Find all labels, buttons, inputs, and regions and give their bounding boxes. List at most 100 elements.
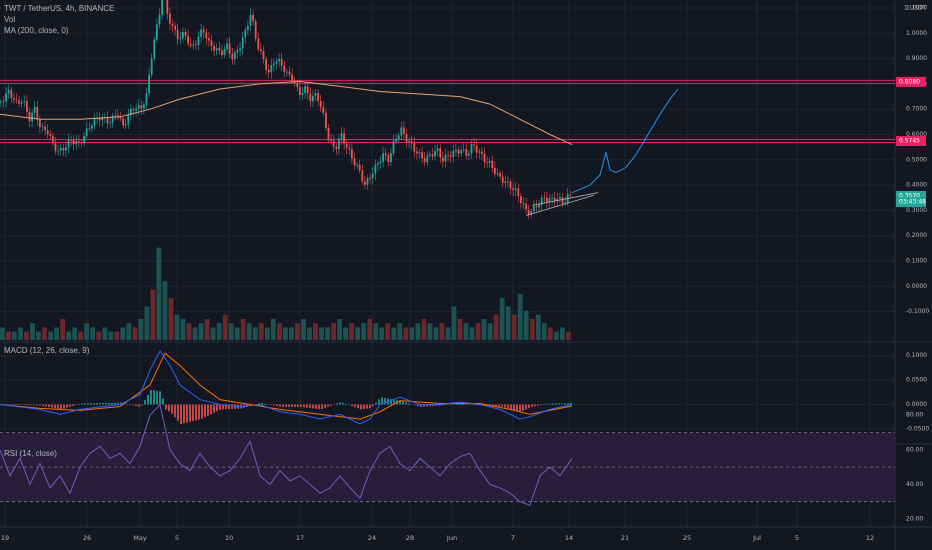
candle-body bbox=[28, 111, 31, 122]
candle-body bbox=[158, 14, 161, 25]
candle-body bbox=[452, 151, 455, 157]
macd-histogram-bar bbox=[171, 404, 173, 414]
macd-histogram-bar bbox=[540, 404, 542, 406]
macd-histogram-bar bbox=[468, 404, 470, 405]
volume-bar bbox=[210, 327, 216, 340]
macd-histogram-bar bbox=[438, 404, 440, 406]
price-tag-countdown: 03:43:48 bbox=[899, 199, 926, 206]
candle-body bbox=[46, 130, 49, 134]
volume-bar bbox=[78, 331, 84, 340]
macd-histogram-bar bbox=[477, 404, 479, 406]
candle-body bbox=[449, 155, 452, 157]
candle-body bbox=[288, 71, 291, 75]
candle-body bbox=[213, 46, 215, 51]
macd-histogram-bar bbox=[150, 389, 152, 405]
price-tick-label: 0.9000 bbox=[906, 55, 927, 62]
candle-body bbox=[434, 150, 436, 157]
macd-histogram-bar bbox=[165, 404, 167, 410]
candle-body bbox=[405, 133, 408, 142]
candle-body bbox=[483, 153, 486, 162]
volume-bar bbox=[60, 319, 65, 340]
candle-body bbox=[171, 23, 174, 26]
candle-body bbox=[39, 119, 41, 128]
macd-histogram-bar bbox=[318, 404, 320, 410]
candle-body bbox=[145, 93, 148, 105]
candle-body bbox=[551, 197, 553, 199]
candle-body bbox=[278, 59, 280, 62]
macd-histogram-bar bbox=[516, 404, 518, 411]
candle-body bbox=[564, 202, 566, 204]
candle-body bbox=[338, 138, 340, 150]
candle-body bbox=[114, 115, 117, 117]
macd-histogram-bar bbox=[279, 404, 281, 407]
macd-histogram-bar bbox=[138, 404, 140, 407]
macd-histogram-bar bbox=[207, 404, 209, 416]
macd-histogram-bar bbox=[543, 404, 545, 405]
candle-body bbox=[218, 48, 221, 51]
price-tick-label: 0.0000 bbox=[906, 283, 927, 290]
volume-bar bbox=[174, 314, 180, 340]
candle-body bbox=[215, 48, 218, 51]
candle-body bbox=[423, 158, 426, 163]
volume-bar bbox=[415, 323, 421, 340]
volume-bar bbox=[138, 319, 144, 340]
macd-histogram-bar bbox=[342, 402, 344, 405]
macd-histogram-bar bbox=[408, 403, 410, 405]
candle-body bbox=[262, 51, 265, 60]
candle-body bbox=[231, 53, 234, 60]
candle-body bbox=[540, 197, 543, 205]
time-axis-label: May bbox=[133, 534, 147, 542]
candle-body bbox=[507, 181, 509, 183]
candle-body bbox=[343, 133, 345, 144]
macd-tick-label: 0.1000 bbox=[906, 352, 927, 359]
price-tick-label: 0.2000 bbox=[906, 232, 927, 239]
macd-histogram-bar bbox=[180, 404, 182, 424]
time-axis-label: 25 bbox=[683, 534, 691, 542]
candle-body bbox=[561, 197, 564, 204]
candle-body bbox=[254, 21, 257, 39]
candle-body bbox=[283, 65, 286, 73]
macd-tick-label: 0.0500 bbox=[906, 377, 927, 384]
macd-histogram-bar bbox=[78, 404, 80, 405]
candle-body bbox=[444, 154, 447, 162]
macd-histogram-bar bbox=[60, 404, 62, 410]
macd-histogram-bar bbox=[567, 403, 569, 405]
candle-body bbox=[161, 0, 163, 15]
candle-body bbox=[18, 100, 20, 104]
volume-bar bbox=[48, 331, 53, 340]
candle-body bbox=[26, 101, 28, 112]
candle-body bbox=[494, 168, 496, 175]
candle-body bbox=[312, 95, 314, 102]
macd-histogram-bar bbox=[261, 403, 263, 405]
macd-histogram-bar bbox=[183, 404, 185, 424]
macd-histogram-bar bbox=[297, 404, 299, 407]
volume-bar bbox=[505, 306, 511, 340]
macd-histogram-bar bbox=[54, 404, 56, 409]
candle-body bbox=[473, 144, 475, 146]
volume-bar bbox=[246, 323, 252, 340]
price-tick-label: 1.0000 bbox=[906, 30, 927, 37]
candle-body bbox=[111, 115, 114, 123]
candle-body bbox=[239, 48, 241, 51]
volume-bar bbox=[108, 331, 114, 340]
volume-bar bbox=[24, 331, 29, 340]
volume-bar bbox=[258, 323, 264, 340]
price-tag-level: 0.8080 bbox=[899, 78, 920, 85]
candle-body bbox=[169, 13, 171, 24]
volume-bar bbox=[180, 319, 186, 340]
macd-histogram-bar bbox=[69, 404, 71, 407]
rsi-tick-label: 40.00 bbox=[906, 481, 923, 488]
candle-body bbox=[127, 115, 130, 125]
volume-bar bbox=[463, 323, 469, 340]
candle-body bbox=[192, 44, 195, 46]
candle-body bbox=[80, 142, 83, 144]
time-axis-label: 7 bbox=[511, 534, 515, 542]
candle-body bbox=[314, 93, 317, 96]
volume-bar bbox=[319, 327, 324, 340]
candle-body bbox=[5, 93, 7, 102]
volume-bar bbox=[277, 323, 282, 340]
candle-body bbox=[465, 149, 468, 156]
candle-body bbox=[491, 160, 494, 169]
volume-bar bbox=[54, 327, 59, 340]
